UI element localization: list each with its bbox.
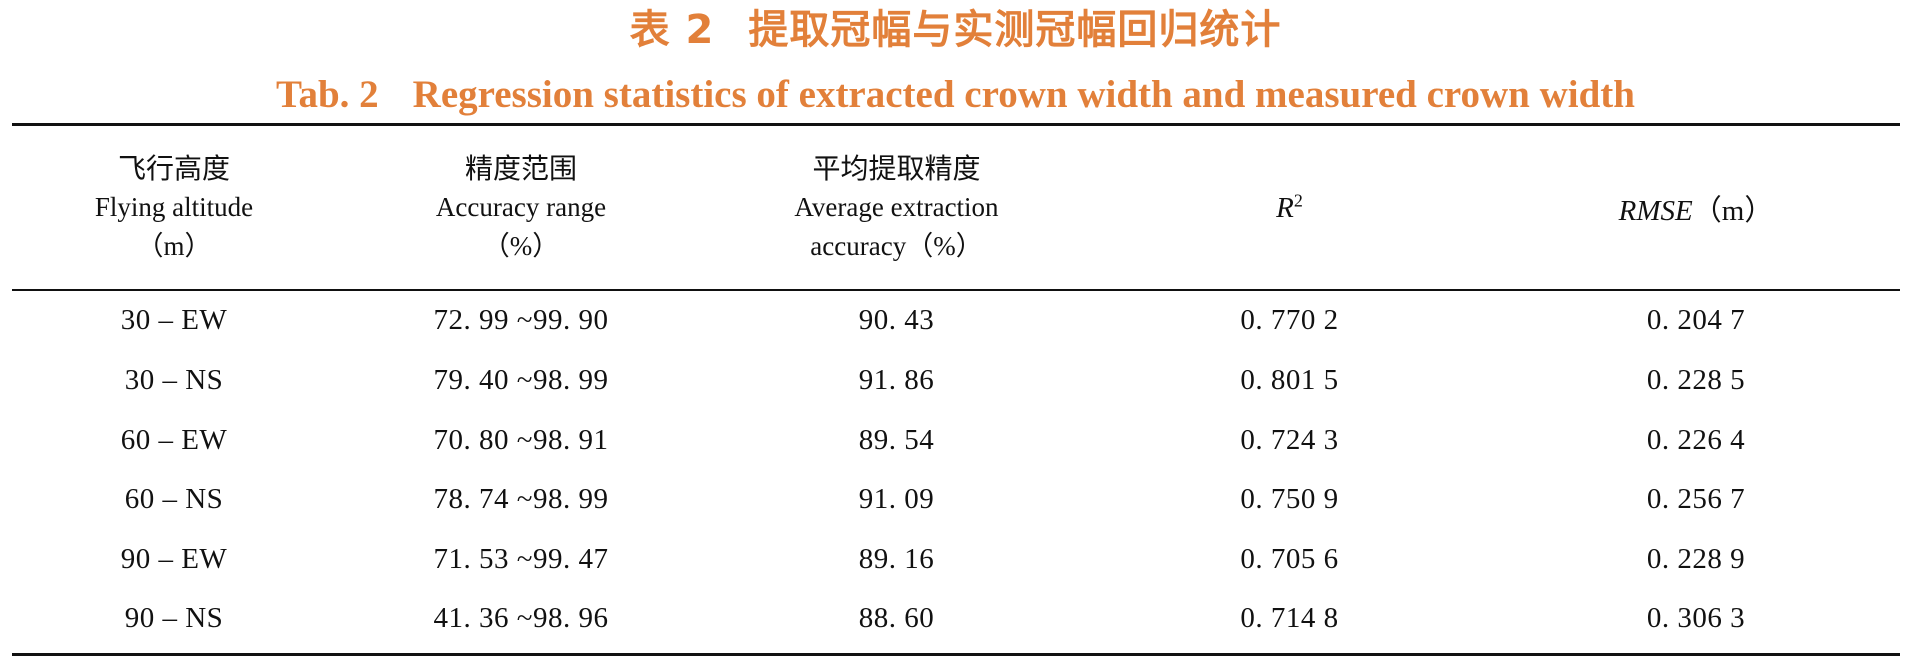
rmse-cell: 0. 228 5 bbox=[1646, 364, 1746, 397]
table-row: 60 – NS 78. 74 ~98. 99 91. 09 0. 750 9 0. 25… bbox=[12, 470, 1900, 530]
table-number-zh: 表 2 bbox=[629, 7, 715, 53]
table-row: 30 – EW 72. 99 ~99. 90 90. 43 0. 770 2 0. 20… bbox=[12, 289, 1900, 351]
table-title-zh: 提取冠幅与实测冠幅回归统计 bbox=[748, 7, 1282, 53]
table-bottom-rule bbox=[12, 653, 1900, 656]
table-row: 90 – EW 71. 53 ~99. 47 89. 16 0. 705 6 0. 22… bbox=[12, 530, 1900, 590]
accuracy-range-cell: 70. 80 ~98. 91 bbox=[433, 423, 609, 456]
average-accuracy-cell: 91. 86 bbox=[858, 364, 935, 397]
average-accuracy-cell: 88. 60 bbox=[858, 602, 935, 635]
average-accuracy-cell: 91. 09 bbox=[858, 483, 935, 516]
accuracy-range-cell: 78. 74 ~98. 99 bbox=[433, 483, 609, 516]
header-flying-altitude: 飞行高度 Flying altitude （m） bbox=[94, 151, 254, 261]
flying-altitude-cell: 30 – EW bbox=[120, 303, 228, 336]
rmse-cell: 0. 226 4 bbox=[1646, 423, 1746, 456]
r-squared-cell: 0. 724 3 bbox=[1240, 423, 1339, 456]
flying-altitude-cell: 90 – EW bbox=[120, 542, 228, 575]
accuracy-range-cell: 71. 53 ~99. 47 bbox=[433, 542, 609, 575]
table-row: 90 – NS 41. 36 ~98. 96 88. 60 0. 714 8 0. 30… bbox=[12, 589, 1900, 649]
flying-altitude-cell: 30 – NS bbox=[124, 364, 224, 397]
rmse-cell: 0. 228 9 bbox=[1646, 542, 1746, 575]
header-rmse: RMSE（m） bbox=[1618, 194, 1774, 227]
flying-altitude-cell: 90 – NS bbox=[124, 602, 224, 635]
average-accuracy-cell: 90. 43 bbox=[858, 303, 935, 336]
r-squared-cell: 0. 705 6 bbox=[1240, 542, 1339, 575]
table-row: 60 – EW 70. 80 ~98. 91 89. 54 0. 724 3 0. 22… bbox=[12, 411, 1900, 471]
table-title-en: Regression statistics of extracted crown… bbox=[412, 73, 1635, 116]
header-r-squared: R2 bbox=[1276, 190, 1303, 224]
flying-altitude-cell: 60 – NS bbox=[124, 483, 224, 516]
table-number-en: Tab. 2 bbox=[276, 73, 379, 116]
header-average-extraction-accuracy: 平均提取精度 Average extraction accuracy（%） bbox=[794, 151, 999, 261]
average-accuracy-cell: 89. 54 bbox=[858, 423, 935, 456]
table-top-rule bbox=[12, 123, 1900, 126]
r-squared-cell: 0. 714 8 bbox=[1240, 602, 1339, 635]
table-row: 30 – NS 79. 40 ~98. 99 91. 86 0. 801 5 0. 22… bbox=[12, 351, 1900, 411]
table-header-rule bbox=[12, 289, 1900, 291]
accuracy-range-cell: 79. 40 ~98. 99 bbox=[433, 364, 609, 397]
average-accuracy-cell: 89. 16 bbox=[858, 542, 935, 575]
header-row: 飞行高度 Flying altitude （m） 精度范围 Accuracy r… bbox=[12, 126, 1900, 289]
flying-altitude-cell: 60 – EW bbox=[120, 423, 228, 456]
header-accuracy-range: 精度范围 Accuracy range （%） bbox=[435, 151, 607, 261]
rmse-cell: 0. 204 7 bbox=[1646, 303, 1746, 336]
regression-table: 飞行高度 Flying altitude （m） 精度范围 Accuracy r… bbox=[12, 126, 1900, 649]
table-caption-zh: 表 2 提取冠幅与实测冠幅回归统计 bbox=[0, 4, 1911, 56]
r-squared-cell: 0. 770 2 bbox=[1240, 303, 1339, 336]
r-squared-cell: 0. 750 9 bbox=[1240, 483, 1339, 516]
rmse-cell: 0. 256 7 bbox=[1646, 483, 1746, 516]
r-squared-cell: 0. 801 5 bbox=[1240, 364, 1339, 397]
accuracy-range-cell: 72. 99 ~99. 90 bbox=[433, 303, 609, 336]
table-body: 30 – EW 72. 99 ~99. 90 90. 43 0. 770 2 0. 20… bbox=[12, 289, 1900, 649]
rmse-cell: 0. 306 3 bbox=[1646, 602, 1746, 635]
table-caption-en: Tab. 2 Regression statistics of extracted… bbox=[0, 70, 1911, 120]
accuracy-range-cell: 41. 36 ~98. 96 bbox=[433, 602, 609, 635]
